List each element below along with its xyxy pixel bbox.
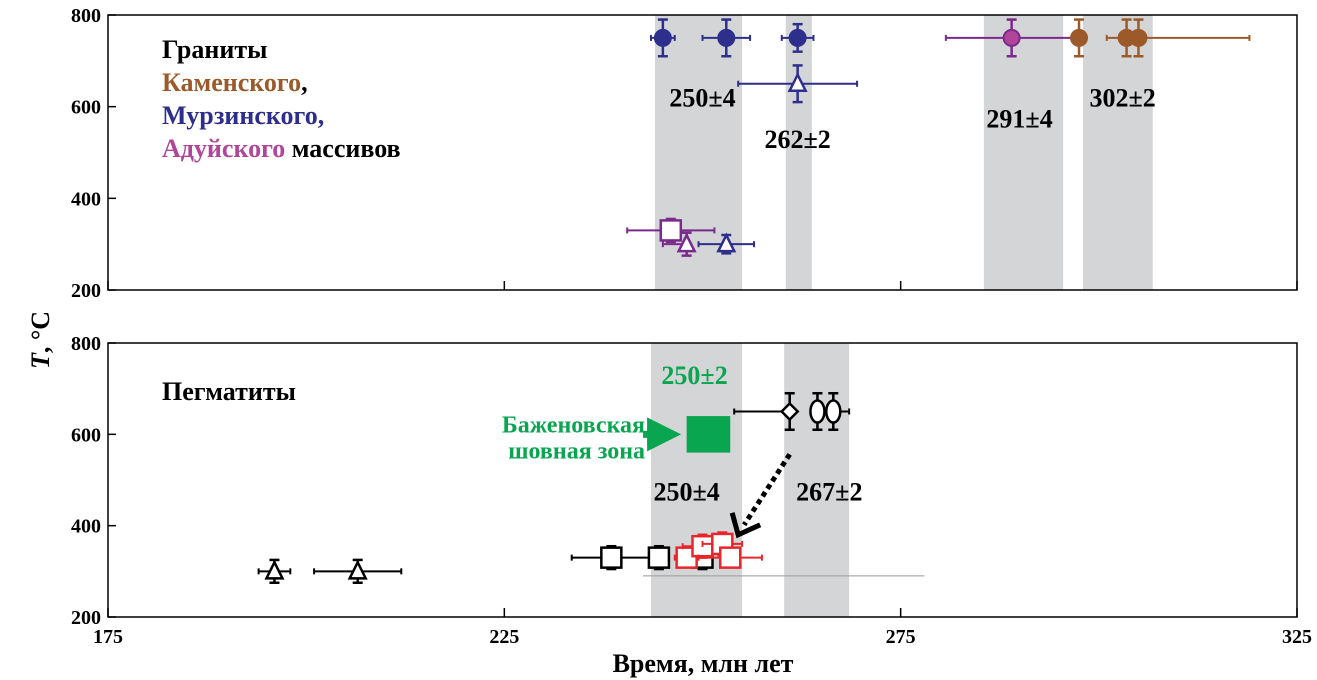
marker-square	[659, 219, 683, 242]
data-point-granites-0	[649, 18, 676, 58]
age-band-pegmatites-1	[784, 343, 850, 617]
green-square	[686, 416, 731, 453]
data-point-pegmatites-2	[570, 544, 652, 571]
marker-circle	[653, 28, 672, 47]
dotted-arrow-head	[729, 512, 762, 539]
panel-title-text: Каменского	[162, 68, 301, 97]
marker-ellipse	[809, 399, 826, 424]
y-axis-title-symbol: T	[26, 352, 55, 369]
plot-frame-granites	[107, 14, 1298, 291]
panel-title-line-1: Каменского,	[162, 68, 308, 97]
data-point-pegmatites-0	[257, 558, 292, 584]
panel-title-text: Пегматиты	[162, 377, 296, 406]
age-label-granites-1: 262±2	[764, 125, 830, 154]
marker-triangle	[716, 232, 737, 253]
data-point-granites-5	[1070, 18, 1089, 58]
data-point-pegmatites-11	[825, 391, 851, 432]
marker-circle	[1002, 28, 1021, 47]
data-point-pegmatites-1	[313, 558, 403, 584]
x-tick-label: 175	[93, 626, 123, 648]
marker-triangle	[787, 71, 808, 92]
age-label-pegmatites-0: 250±4	[654, 478, 720, 507]
age-label-granites-2: 291±4	[986, 104, 1052, 133]
data-point-granites-1	[701, 18, 752, 58]
marker-square	[647, 546, 671, 569]
panel-granites: 250±4 262±2 291±4 302±2 Граниты Каменского, Му…	[71, 5, 1298, 302]
y-tick-label: 200	[71, 280, 101, 302]
panel-title-suffix: ,	[301, 68, 308, 97]
data-point-pegmatites-9	[733, 391, 800, 432]
marker-triangle	[347, 559, 368, 580]
y-tick-label: 400	[71, 188, 101, 210]
y-tick-label: 200	[71, 607, 101, 629]
data-point-pegmatites-8	[697, 546, 763, 569]
panel-title-line-0: Граниты	[162, 35, 267, 64]
marker-triangle	[264, 559, 285, 580]
y-tick-label: 600	[71, 97, 101, 119]
y-tick-label: 800	[71, 5, 101, 27]
marker-square	[718, 546, 742, 569]
marker-diamond	[779, 401, 800, 422]
age-label-pegmatites-1: 267±2	[796, 478, 862, 507]
marker-ellipse	[825, 399, 842, 424]
dotted-arrow-shaft	[742, 452, 792, 527]
y-tick-label: 800	[71, 333, 101, 355]
panel-title-text: Мурзинского,	[162, 101, 324, 130]
age-band-granites-1	[785, 15, 812, 290]
age-label-granites-0: 250±4	[669, 84, 735, 113]
y-axis-title-unit: , °C	[26, 311, 55, 353]
age-label-granites-3: 302±2	[1089, 84, 1155, 113]
age-band-granites-3	[1082, 15, 1153, 290]
marker-circle	[1070, 28, 1089, 47]
y-tick-label: 400	[71, 516, 101, 538]
panel-title-line-2: Мурзинского,	[162, 101, 324, 130]
data-point-pegmatites-3	[647, 544, 671, 571]
marker-circle	[788, 28, 807, 47]
highlight-age-label: 250±2	[661, 361, 727, 390]
green-arrow-head	[647, 417, 682, 452]
x-tick-label: 275	[886, 626, 916, 648]
marker-circle	[1129, 28, 1148, 47]
x-axis-title: Время, млн лет	[613, 649, 794, 678]
x-tick-label: 225	[489, 626, 519, 648]
marker-circle	[717, 28, 736, 47]
data-point-granites-10	[697, 232, 756, 255]
marker-square	[600, 546, 623, 569]
data-point-granites-2	[780, 22, 815, 53]
data-point-granites-9	[661, 231, 697, 257]
age-band-pegmatites-0	[650, 343, 743, 617]
panel-title-line-0: Пегматиты	[162, 377, 296, 406]
zone-label-line-0: Баженовская	[502, 412, 645, 438]
marker-triangle	[676, 232, 697, 253]
panel-title-text: Граниты	[162, 35, 267, 64]
panel-title-suffix: массивов	[285, 134, 400, 163]
age-band-granites-2	[983, 15, 1064, 290]
x-tick-label: 325	[1282, 626, 1312, 648]
zone-label-line-1: шовная зона	[508, 438, 645, 464]
data-point-granites-7	[1105, 18, 1251, 58]
plot-frame-pegmatites	[107, 342, 1298, 618]
data-point-granites-8	[626, 217, 716, 244]
data-point-granites-3	[737, 64, 859, 104]
panel-title-text: Адуйского	[162, 134, 285, 163]
data-point-pegmatites-10	[809, 391, 826, 432]
y-axis-title: T, °C	[26, 311, 55, 369]
panel-title-line-3: Адуйского массивов	[162, 134, 401, 163]
y-tick-label: 600	[71, 424, 101, 446]
